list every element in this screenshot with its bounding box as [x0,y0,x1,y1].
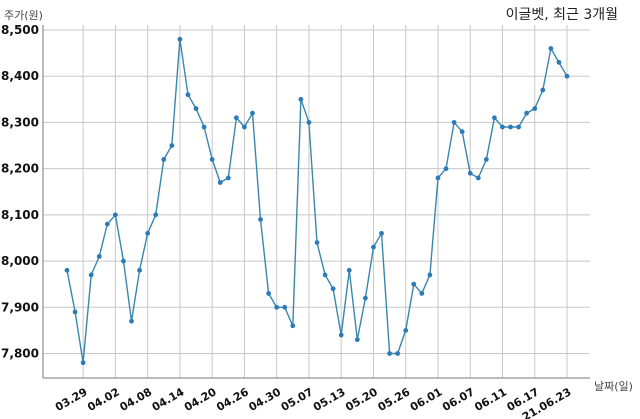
data-point [427,272,433,278]
grid [43,25,590,378]
data-point [145,230,151,236]
x-tick-label: 04.14 [150,385,187,414]
data-point [435,175,441,181]
data-point [540,87,546,93]
data-point [483,157,489,162]
data-point [354,337,360,343]
data-point [266,291,272,296]
data-point [88,272,94,278]
data-point [185,92,191,98]
x-tick-label: 06.07 [440,385,477,414]
data-point [362,295,368,301]
data-point [290,323,296,329]
data-point [395,351,401,356]
x-tick-label: 05.13 [311,385,348,414]
data-point [217,180,223,185]
data-point [516,124,522,130]
axes [42,25,590,379]
x-tick-label: 06.11 [472,385,509,414]
x-tick-label: 04.02 [85,385,122,414]
data-point [121,258,126,264]
x-tick-label: 03.29 [53,385,90,414]
data-point [548,46,554,51]
data-point [459,129,465,135]
y-axis-label: 주가(원) [4,9,43,22]
x-tick-label: 06.01 [408,385,445,414]
x-tick-label: 04.20 [182,385,219,414]
price-line [66,39,568,363]
y-tick-label: 8,200 [1,162,39,176]
data-point [556,59,562,65]
data-point [80,360,86,366]
data-point [193,106,199,111]
x-tick-label: 05.20 [343,385,380,414]
y-tick-label: 8,500 [1,23,39,37]
data-point [564,73,570,79]
data-point [137,267,142,273]
data-point [104,221,110,227]
y-tick-label: 8,100 [1,208,39,222]
data-point [314,240,320,245]
y-tick-label: 8,400 [1,69,39,83]
data-point [233,115,239,121]
data-point [379,230,384,236]
data-point [282,304,288,310]
x-tick-label: 04.08 [118,385,155,414]
x-tick-label: 05.26 [376,385,413,414]
data-point [403,327,409,333]
data-point [451,120,457,125]
tick-labels: 7,800 7,900 8,000 8,100 8,200 8,300 8,400 8,500… [1,23,573,419]
data-point [338,332,344,338]
x-tick-label: 04.30 [247,385,284,414]
data-point [64,267,70,273]
data-point [330,286,336,292]
data-point [274,304,280,310]
x-tick-label: 04.26 [214,385,251,414]
y-tick-label: 7,900 [1,300,39,314]
y-tick-label: 8,000 [1,254,39,268]
data-point [475,175,481,181]
y-tick-label: 8,300 [1,115,39,129]
data-point [153,212,159,218]
data-point [258,217,263,222]
data-point [532,106,538,111]
data-point [306,120,312,125]
data-point [467,170,473,176]
data-point [322,272,328,278]
data-point [371,244,376,250]
chart-title: 이글벳, 최근 3개월 [506,7,618,23]
data-point [201,124,207,130]
data-point [298,96,304,102]
data-point [250,110,255,116]
data-point [169,143,175,148]
series-layer [64,36,570,366]
data-point [411,281,417,287]
data-point [443,166,449,172]
data-point [112,212,118,218]
data-point [209,157,215,162]
data-point [419,291,425,296]
x-axis-label: 날짜(일) [594,379,633,393]
data-point [225,175,231,181]
data-point [508,124,513,130]
data-point [387,351,392,356]
data-point [524,110,530,116]
data-point [500,124,505,130]
data-point [129,318,134,324]
data-point [177,36,183,42]
x-tick-label: 05.07 [279,385,316,414]
data-point [346,267,352,273]
data-point [492,115,497,121]
data-point [72,309,78,315]
data-point [96,254,102,259]
data-point [161,157,167,162]
y-tick-label: 7,800 [1,347,39,361]
data-point [242,124,247,130]
